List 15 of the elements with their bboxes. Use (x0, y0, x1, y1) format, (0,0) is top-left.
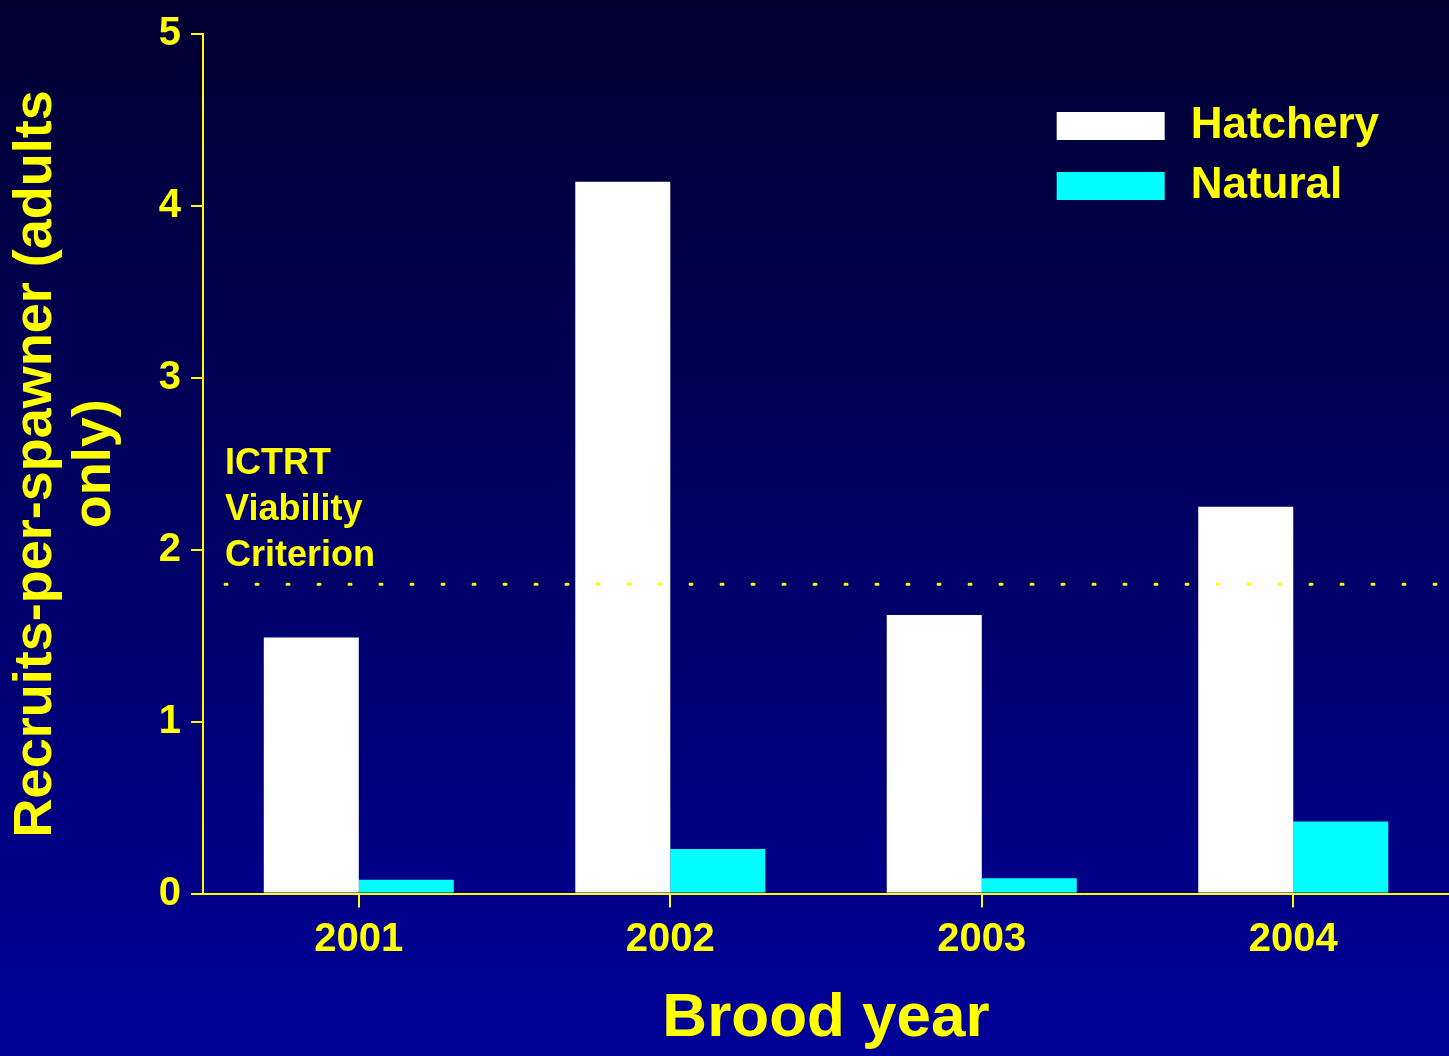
x-tick-label: 2001 (314, 914, 404, 959)
x-tick-label: 2002 (625, 914, 715, 959)
ref-line-label: ICTRT Viability Criterion (225, 441, 376, 575)
legend-label: Hatchery (1190, 98, 1380, 148)
x-tick-label: 2003 (937, 914, 1027, 959)
y-tick-label: 0 (158, 868, 182, 913)
x-axis-title: Brood year (662, 979, 990, 1049)
y-tick-label: 3 (158, 352, 182, 397)
x-tick-label: 2004 (1248, 914, 1339, 959)
y-tick-label: 2 (158, 524, 182, 569)
legend-label: Natural (1190, 158, 1343, 208)
y-axis-title: Recruits-per-spawner (adults only) (1, 90, 121, 838)
y-tick-label: 4 (158, 180, 182, 225)
y-tick-label: 1 (158, 696, 182, 741)
y-tick-label: 5 (158, 9, 182, 54)
